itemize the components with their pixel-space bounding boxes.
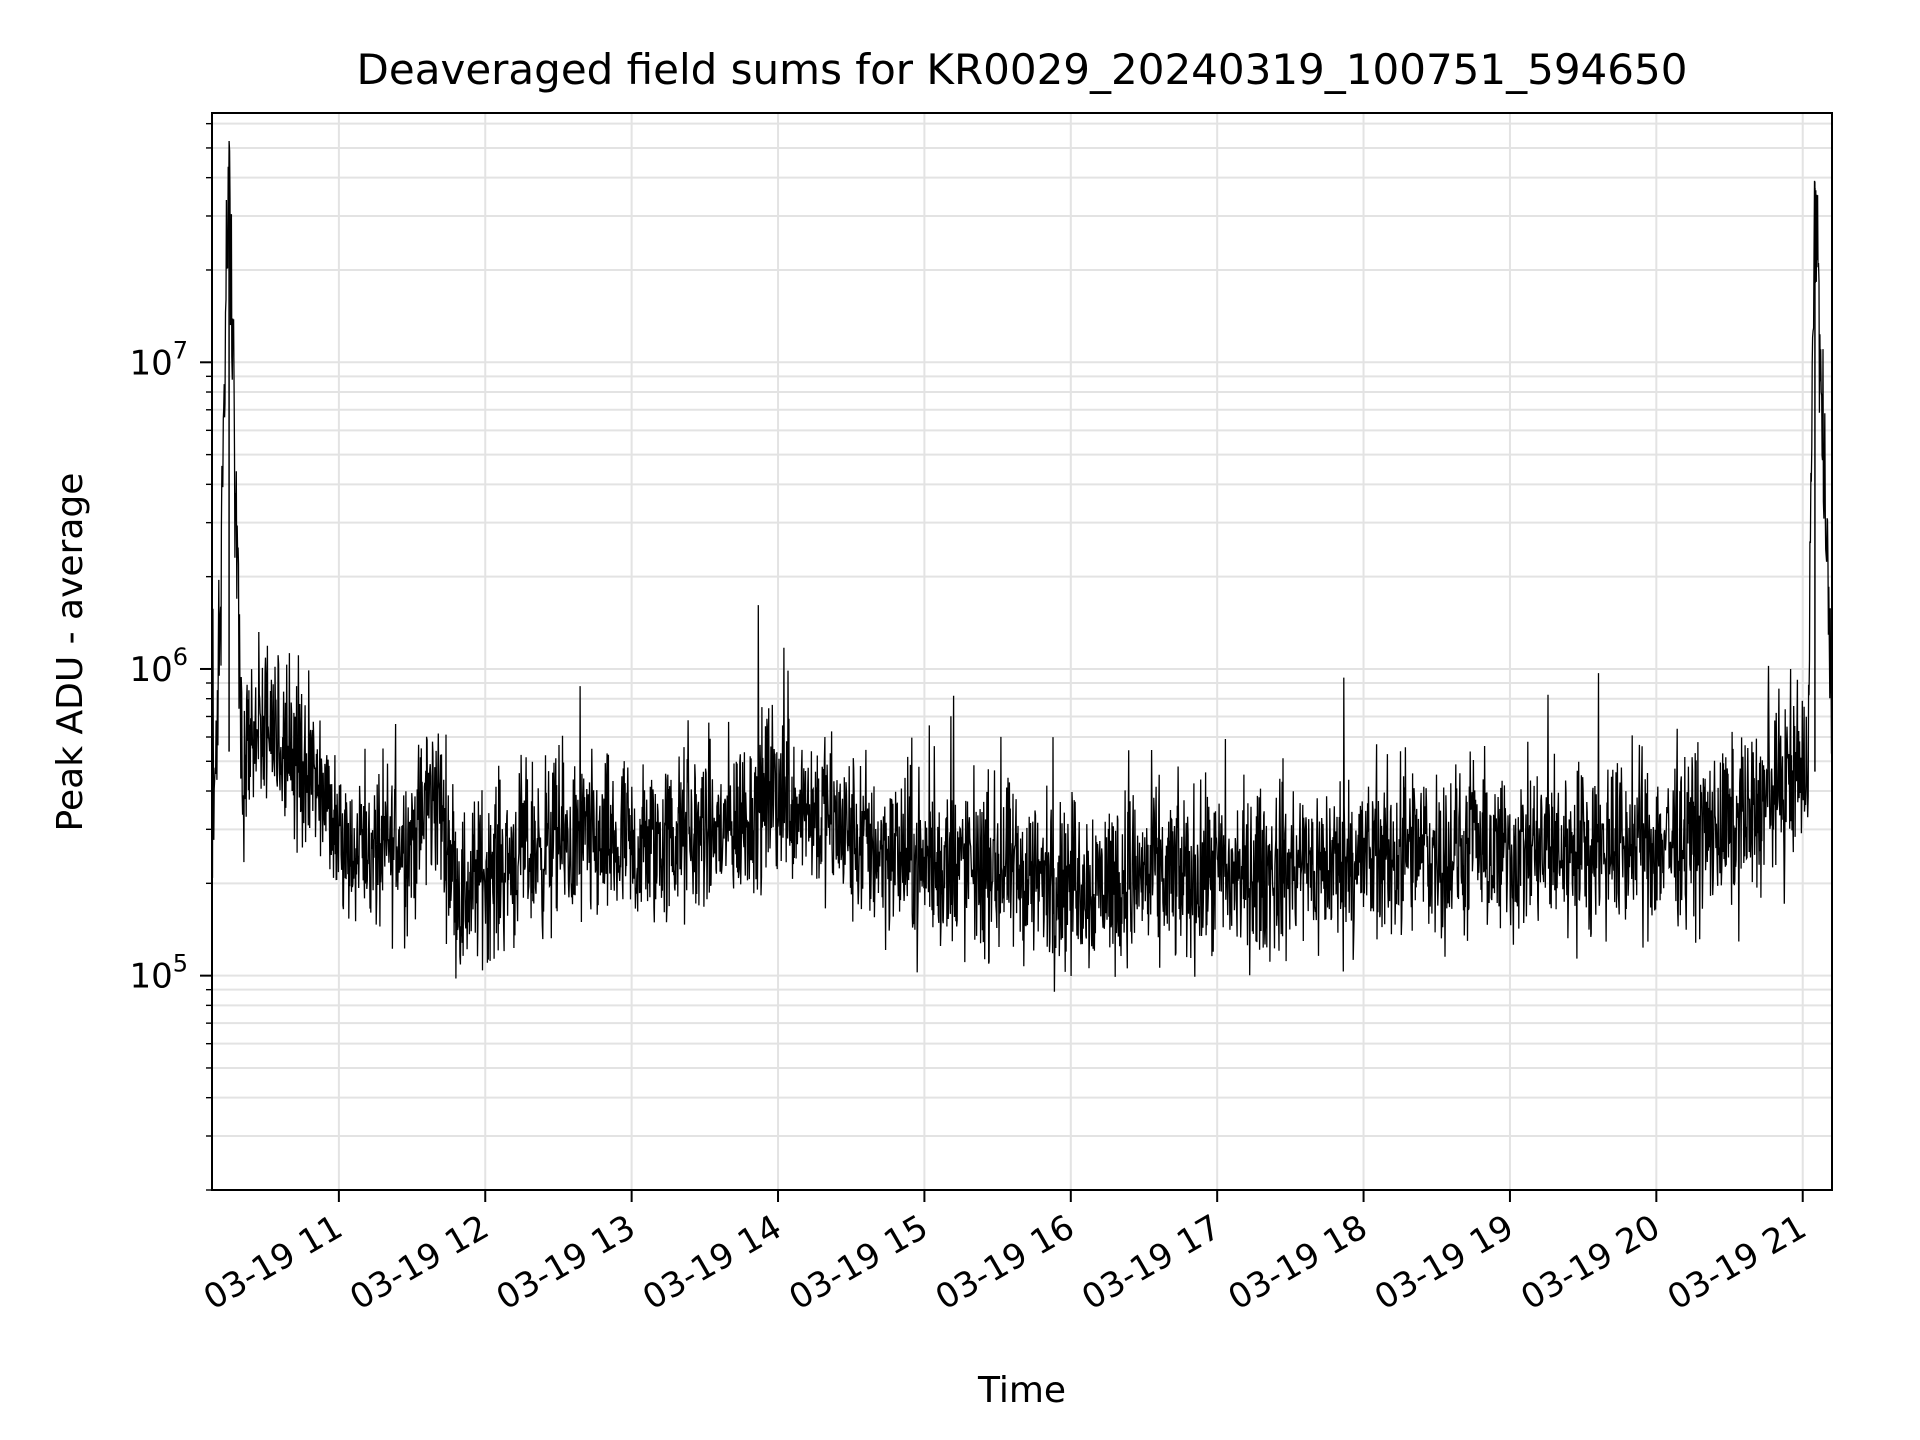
x-tick-label: 03-19 16 (929, 1207, 1081, 1318)
series-line (211, 140, 1833, 992)
y-axis: 105 106 107 (129, 122, 212, 1191)
x-tick-label: 03-19 12 (343, 1207, 495, 1318)
x-tick-label: 03-19 14 (636, 1207, 788, 1318)
x-tick-label: 03-19 11 (197, 1207, 349, 1318)
y-tick-label: 106 (129, 643, 188, 690)
x-tick-label: 03-19 20 (1514, 1207, 1666, 1318)
x-axis-label: Time (977, 1370, 1066, 1411)
y-axis-label: Peak ADU - average (50, 473, 91, 832)
x-tick-label: 03-19 17 (1075, 1207, 1227, 1318)
chart-title: Deaveraged field sums for KR0029_2024031… (357, 45, 1688, 94)
x-tick-label: 03-19 13 (490, 1207, 642, 1318)
y-tick-label: 107 (129, 336, 188, 383)
x-tick-label: 03-19 19 (1368, 1207, 1520, 1318)
y-tick-label: 105 (129, 950, 188, 997)
data-series (211, 140, 1833, 992)
plot-frame (211, 112, 1833, 1191)
x-tick-label: 03-19 21 (1661, 1207, 1813, 1318)
x-tick-label: 03-19 15 (783, 1207, 935, 1318)
x-tick-label: 03-19 18 (1222, 1207, 1374, 1318)
grid (212, 113, 1832, 1191)
